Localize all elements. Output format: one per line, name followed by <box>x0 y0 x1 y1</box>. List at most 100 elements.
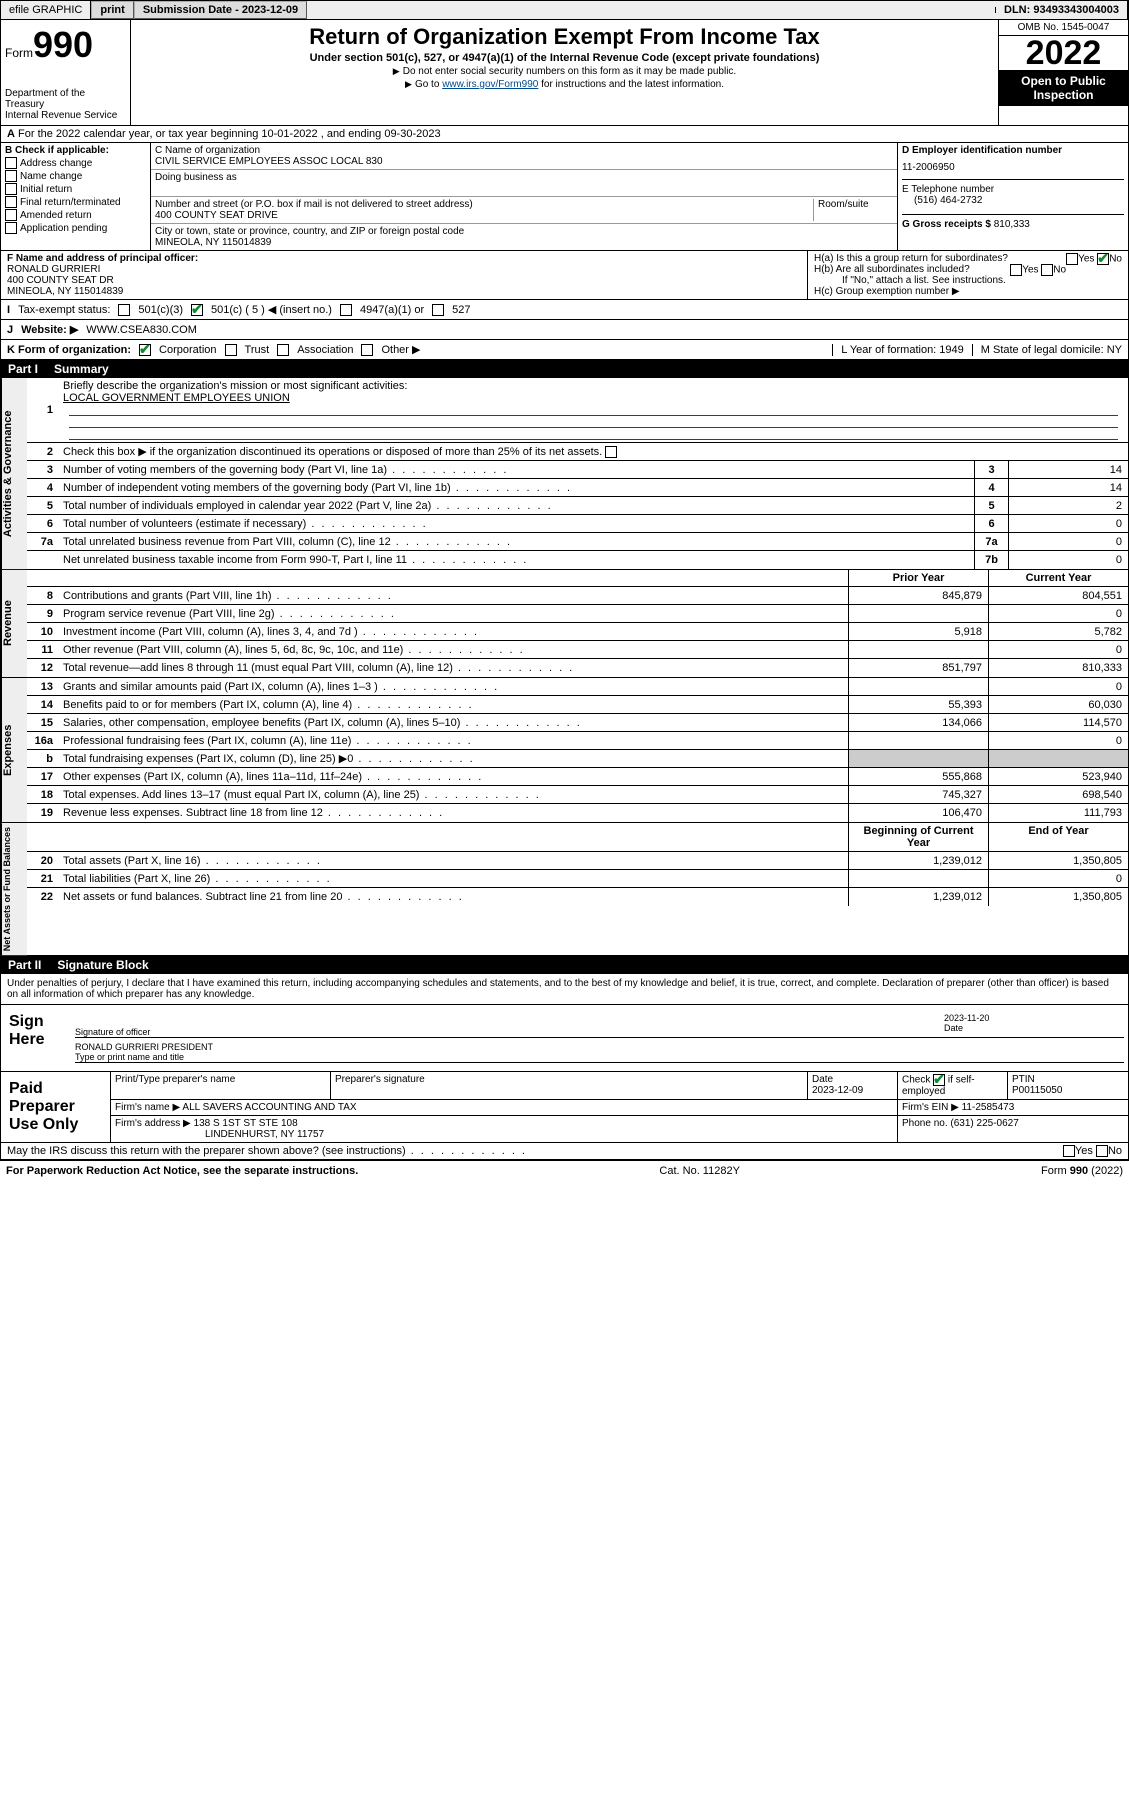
i-letter: I <box>7 304 10 316</box>
may-no: No <box>1108 1145 1122 1157</box>
h-cell: H(a) Is this a group return for subordin… <box>808 251 1128 299</box>
table-row: 13Grants and similar amounts paid (Part … <box>27 678 1128 696</box>
website-value: WWW.CSEA830.COM <box>86 324 197 336</box>
submission-date-button[interactable]: Submission Date - 2023-12-09 <box>134 1 307 19</box>
firm-name-lbl: Firm's name ▶ <box>115 1102 180 1113</box>
main-title: Return of Organization Exempt From Incom… <box>135 24 994 50</box>
k-trust-checkbox[interactable] <box>225 344 237 356</box>
hb-no-checkbox[interactable] <box>1041 264 1053 276</box>
part1-title: Summary <box>54 362 109 376</box>
ptin-val: P00115050 <box>1012 1085 1062 1096</box>
checkbox-initial-return[interactable] <box>5 183 17 195</box>
opt-app-pending: Application pending <box>20 223 107 234</box>
i-row: I Tax-exempt status: 501(c)(3) 501(c) ( … <box>0 300 1129 320</box>
form-header: Form990 Department of the Treasury Inter… <box>0 20 1129 126</box>
table-row: 3Number of voting members of the governi… <box>27 461 1128 479</box>
paid-preparer-label: Paid Preparer Use Only <box>1 1072 111 1142</box>
l2-text: Check this box ▶ if the organization dis… <box>59 443 1128 460</box>
section-governance: Activities & Governance 1Briefly describ… <box>0 378 1129 570</box>
k-label: K Form of organization: <box>7 344 131 356</box>
bcd-block: B Check if applicable: Address change Na… <box>0 143 1129 251</box>
street-address: 400 COUNTY SEAT DRIVE <box>155 210 278 221</box>
ha-no-checkbox[interactable] <box>1097 253 1109 265</box>
firm-addr-lbl: Firm's address ▶ <box>115 1118 191 1129</box>
checkbox-address-change[interactable] <box>5 157 17 169</box>
checkbox-name-change[interactable] <box>5 170 17 182</box>
table-row: 19Revenue less expenses. Subtract line 1… <box>27 804 1128 822</box>
firm-addr1: 138 S 1ST ST STE 108 <box>194 1118 298 1129</box>
i-4947-checkbox[interactable] <box>340 304 352 316</box>
col-current: Current Year <box>988 570 1128 586</box>
dln-label: DLN: 93493343004003 <box>996 1 1128 19</box>
j-letter: J <box>7 324 13 336</box>
k-assoc: Association <box>297 344 353 356</box>
table-row: 20Total assets (Part X, line 16)1,239,01… <box>27 852 1128 870</box>
checkbox-amended[interactable] <box>5 209 17 221</box>
form-number: 990 <box>33 24 93 65</box>
checkbox-final-return[interactable] <box>5 196 17 208</box>
ha-yes: Yes <box>1078 254 1094 265</box>
k-corp: Corporation <box>159 344 216 356</box>
footer-row: For Paperwork Reduction Act Notice, see … <box>0 1160 1129 1181</box>
opt-name-change: Name change <box>20 171 82 182</box>
h-note: If "No," attach a list. See instructions… <box>814 275 1122 286</box>
k-corp-checkbox[interactable] <box>139 344 151 356</box>
hc-label: H(c) Group exemption number ▶ <box>814 286 1122 297</box>
ha-no: No <box>1109 254 1122 265</box>
ha-yes-checkbox[interactable] <box>1066 253 1078 265</box>
type-name-label: Type or print name and title <box>75 1052 184 1062</box>
perjury-text: Under penalties of perjury, I declare th… <box>0 974 1129 1005</box>
i-501c: 501(c) ( 5 ) ◀ (insert no.) <box>211 303 332 316</box>
hb-yes-checkbox[interactable] <box>1010 264 1022 276</box>
col-end: End of Year <box>988 823 1128 851</box>
print-button[interactable]: print <box>91 1 133 19</box>
i-501c3-checkbox[interactable] <box>118 304 130 316</box>
i-527: 527 <box>452 304 470 316</box>
self-employed-checkbox[interactable] <box>933 1074 945 1086</box>
b-label: B Check if applicable: <box>5 145 146 156</box>
l2-checkbox[interactable] <box>605 446 617 458</box>
i-4947: 4947(a)(1) or <box>360 304 424 316</box>
may-yes-checkbox[interactable] <box>1063 1145 1075 1157</box>
prep-date-hdr: Date <box>812 1074 833 1085</box>
i-527-checkbox[interactable] <box>432 304 444 316</box>
a-row: A For the 2022 calendar year, or tax yea… <box>0 126 1129 143</box>
cat-no: Cat. No. 11282Y <box>659 1165 740 1177</box>
room-label: Room/suite <box>813 199 893 221</box>
table-row: 11Other revenue (Part VIII, column (A), … <box>27 641 1128 659</box>
officer-addr2: MINEOLA, NY 115014839 <box>7 286 123 297</box>
d-cell: D Employer identification number 11-2006… <box>898 143 1128 250</box>
prep-phone: (631) 225-0627 <box>950 1118 1018 1129</box>
table-row: 12Total revenue—add lines 8 through 11 (… <box>27 659 1128 677</box>
may-no-checkbox[interactable] <box>1096 1145 1108 1157</box>
table-row: 4Number of independent voting members of… <box>27 479 1128 497</box>
open-public-badge: Open to Public Inspection <box>999 70 1128 106</box>
table-row: 18Total expenses. Add lines 13–17 (must … <box>27 786 1128 804</box>
k-assoc-checkbox[interactable] <box>277 344 289 356</box>
dept-treasury: Department of the Treasury <box>5 88 126 110</box>
subtitle-2: Do not enter social security numbers on … <box>135 66 994 77</box>
dba-label: Doing business as <box>155 172 237 183</box>
org-name: CIVIL SERVICE EMPLOYEES ASSOC LOCAL 830 <box>155 156 383 167</box>
irs-link[interactable]: www.irs.gov/Form990 <box>442 79 538 90</box>
table-row: 7aTotal unrelated business revenue from … <box>27 533 1128 551</box>
table-row: 21Total liabilities (Part X, line 26)0 <box>27 870 1128 888</box>
mission-value: LOCAL GOVERNMENT EMPLOYEES UNION <box>63 392 290 404</box>
k-other-checkbox[interactable] <box>361 344 373 356</box>
checkbox-app-pending[interactable] <box>5 222 17 234</box>
title-cell: Return of Organization Exempt From Incom… <box>131 20 998 125</box>
officer-name: RONALD GURRIERI <box>7 264 100 275</box>
g-label: G Gross receipts $ <box>902 219 991 230</box>
top-bar: efile GRAPHIC print Submission Date - 20… <box>0 0 1129 20</box>
tax-year: 2022 <box>999 36 1128 70</box>
table-row: Net unrelated business taxable income fr… <box>27 551 1128 569</box>
form-ref: Form 990 (2022) <box>1041 1165 1123 1177</box>
prep-sig-hdr: Preparer's signature <box>331 1072 808 1099</box>
part1-num: Part I <box>8 362 38 376</box>
firm-name: ALL SAVERS ACCOUNTING AND TAX <box>182 1102 356 1113</box>
opt-final-return: Final return/terminated <box>20 197 121 208</box>
table-row: 9Program service revenue (Part VIII, lin… <box>27 605 1128 623</box>
m-state: M State of legal domicile: NY <box>972 344 1122 356</box>
i-501c-checkbox[interactable] <box>191 304 203 316</box>
sign-here-label: Sign Here <box>1 1005 71 1071</box>
